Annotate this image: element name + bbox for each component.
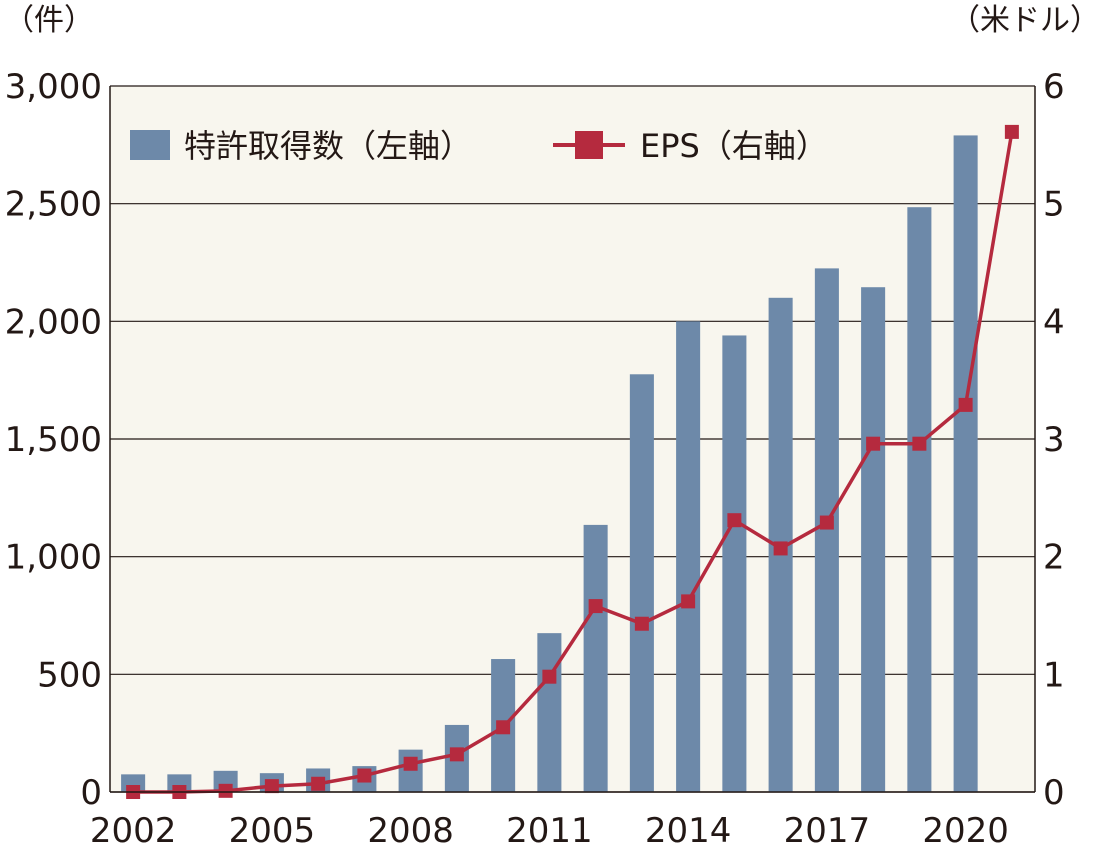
eps-point (773, 541, 788, 556)
eps-point (357, 768, 372, 783)
legend-label-patents: 特許取得数（左軸） (184, 127, 472, 165)
x-tick-label: 2005 (229, 811, 316, 851)
eps-point (311, 776, 326, 791)
y-right-tick-label: 3 (1043, 420, 1065, 460)
y-right-tick-label: 2 (1043, 538, 1065, 578)
eps-point (958, 397, 973, 412)
eps-point (912, 436, 927, 451)
line-series-eps (126, 124, 1019, 799)
bar (861, 287, 886, 792)
y-right-tick-label: 5 (1043, 185, 1065, 225)
y-left-tick-label: 2,000 (5, 302, 102, 342)
eps-point (866, 436, 881, 451)
eps-point (218, 783, 233, 798)
legend-swatch-patents (130, 130, 170, 160)
y-left-tick-label: 3,000 (5, 67, 102, 107)
legend-swatch-eps-marker (575, 131, 603, 159)
bar (722, 335, 747, 792)
eps-point (681, 594, 696, 609)
eps-point (727, 513, 742, 528)
bar (814, 268, 839, 793)
eps-point (449, 747, 464, 762)
y-left-tick-label: 1,000 (5, 538, 102, 578)
bar (907, 207, 932, 793)
y-left-tick-label: 2,500 (5, 185, 102, 225)
bar (537, 633, 562, 792)
eps-point (1004, 124, 1019, 139)
eps-point (634, 616, 649, 631)
y-right-tick-label: 1 (1043, 655, 1065, 695)
eps-point (542, 669, 557, 684)
y-left-tick-label: 0 (80, 773, 102, 813)
x-tick-label: 2014 (645, 811, 732, 851)
legend-label-eps: EPS（右軸） (640, 127, 828, 165)
bar (676, 321, 701, 792)
legend: 特許取得数（左軸） EPS（右軸） (130, 127, 828, 165)
axes: 0 0 500 1 1,000 2 1,500 3 2,000 4 2,500 5 3,000 6 2002… (5, 67, 1065, 851)
x-tick-label: 2017 (784, 811, 871, 851)
bar (953, 135, 978, 793)
eps-point (819, 515, 834, 530)
y-left-tick-label: 1,500 (5, 420, 102, 460)
y-left-unit-label: （件） (4, 3, 94, 38)
bar (398, 749, 423, 792)
bar (629, 374, 654, 792)
x-tick-label: 2008 (367, 811, 454, 851)
eps-point (496, 720, 511, 735)
eps-line (133, 131, 1014, 794)
x-tick-label: 2011 (506, 811, 593, 851)
y-right-tick-label: 6 (1043, 67, 1065, 107)
y-left-tick-label: 500 (37, 655, 102, 695)
bar (583, 524, 608, 792)
eps-point (403, 756, 418, 771)
eps-point (264, 779, 279, 794)
x-tick-label: 2002 (90, 811, 177, 851)
x-tick-label: 2020 (922, 811, 1009, 851)
eps-point (588, 599, 603, 614)
y-right-unit-label: （米ドル） (950, 3, 1100, 38)
y-right-tick-label: 0 (1043, 773, 1065, 813)
y-right-tick-label: 4 (1043, 302, 1065, 342)
